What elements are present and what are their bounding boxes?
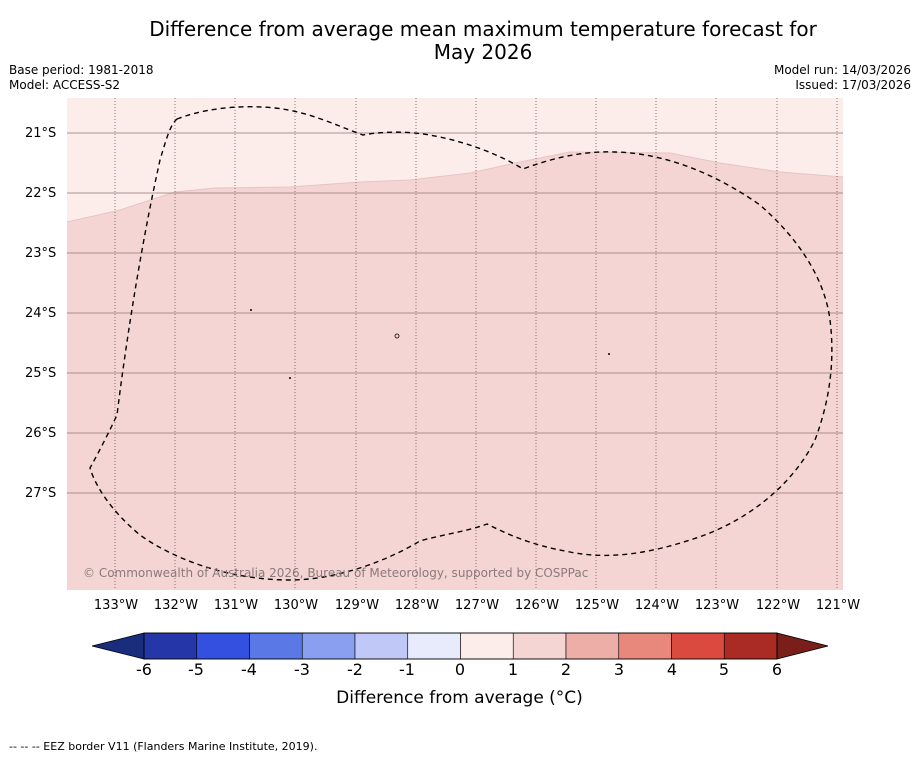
colorbar-segment [249, 632, 303, 660]
colorbar-tick: 4 [666, 660, 678, 679]
lon-label: 129°W [334, 598, 380, 613]
island-marker [289, 377, 291, 379]
colorbar-segment [512, 632, 567, 660]
colorbar-tick: -1 [399, 660, 415, 679]
colorbar [91, 632, 829, 660]
lon-label: 132°W [153, 598, 199, 613]
model-run: Model run: 14/03/2026 [773, 63, 911, 77]
lon-label: 125°W [574, 598, 620, 613]
lon-label: 127°W [454, 598, 500, 613]
lon-label: 121°W [815, 598, 861, 613]
lat-label: 26°S [25, 426, 57, 441]
colorbar-tick: -2 [347, 660, 363, 679]
lon-label: 130°W [273, 598, 319, 613]
lon-label: 128°W [394, 598, 440, 613]
title-line-2: May 2026 [433, 40, 533, 64]
lon-label: 123°W [694, 598, 740, 613]
lon-label: 122°W [755, 598, 801, 613]
contour-line [66, 151, 844, 223]
colorbar-segment [671, 632, 725, 660]
colorbar-low-extend [91, 632, 145, 660]
colorbar-tick: 2 [560, 660, 572, 679]
lon-label: 124°W [634, 598, 680, 613]
colorbar-segment [618, 632, 672, 660]
colorbar-tick: -6 [136, 660, 152, 679]
colorbar-segment [354, 632, 409, 660]
map-title: Difference from average mean maximum tem… [0, 18, 919, 64]
colorbar-tick: 5 [718, 660, 730, 679]
lat-label: 25°S [25, 366, 57, 381]
colorbar-tick: 6 [771, 660, 783, 679]
eez-legend-note: -- -- -- EEZ border V11 (Flanders Marine… [9, 740, 318, 753]
colorbar-segment [301, 632, 356, 660]
anomaly-zone-0-to-1 [67, 98, 843, 222]
right-metadata: Model run: 14/03/2026 Issued: 17/03/2026 [774, 63, 911, 93]
colorbar-tick: 0 [454, 660, 466, 679]
colorbar-label: Difference from average (°C) [336, 688, 583, 708]
colorbar-segment [460, 632, 514, 660]
left-metadata: Base period: 1981-2018 Model: ACCESS-S2 [9, 63, 154, 93]
colorbar-frame [143, 632, 778, 660]
base-period: Base period: 1981-2018 [9, 63, 154, 77]
lon-label: 133°W [93, 598, 139, 613]
colorbar-tick: -5 [188, 660, 204, 679]
title-line-1: Difference from average mean maximum tem… [149, 17, 817, 41]
model-name: Model: ACCESS-S2 [9, 78, 121, 92]
lon-label: 131°W [213, 598, 259, 613]
longitude-gridlines [114, 98, 838, 590]
island-marker [250, 309, 252, 311]
lat-label: 22°S [25, 186, 57, 201]
lat-label: 27°S [25, 486, 57, 501]
lon-label: 126°W [514, 598, 560, 613]
colorbar-tick: -3 [294, 660, 310, 679]
colorbar-tick: 1 [507, 660, 519, 679]
colorbar-segment [196, 632, 250, 660]
issued-date: Issued: 17/03/2026 [795, 78, 911, 92]
colorbar-segment [143, 632, 198, 660]
colorbar-segment [407, 632, 461, 660]
copyright-notice: © Commonwealth of Australia 2026, Bureau… [83, 566, 589, 580]
colorbar-tick: -4 [241, 660, 257, 679]
island-marker [608, 353, 610, 355]
island-marker [394, 333, 400, 339]
lat-label: 23°S [25, 246, 57, 261]
colorbar-segment [723, 632, 778, 660]
eez-border [89, 106, 833, 581]
lat-label: 24°S [25, 306, 57, 321]
colorbar-segment [565, 632, 620, 660]
colorbar-tick: 3 [613, 660, 625, 679]
latitude-gridlines [67, 132, 843, 494]
lat-label: 21°S [25, 126, 57, 141]
colorbar-high-extend [776, 632, 829, 660]
